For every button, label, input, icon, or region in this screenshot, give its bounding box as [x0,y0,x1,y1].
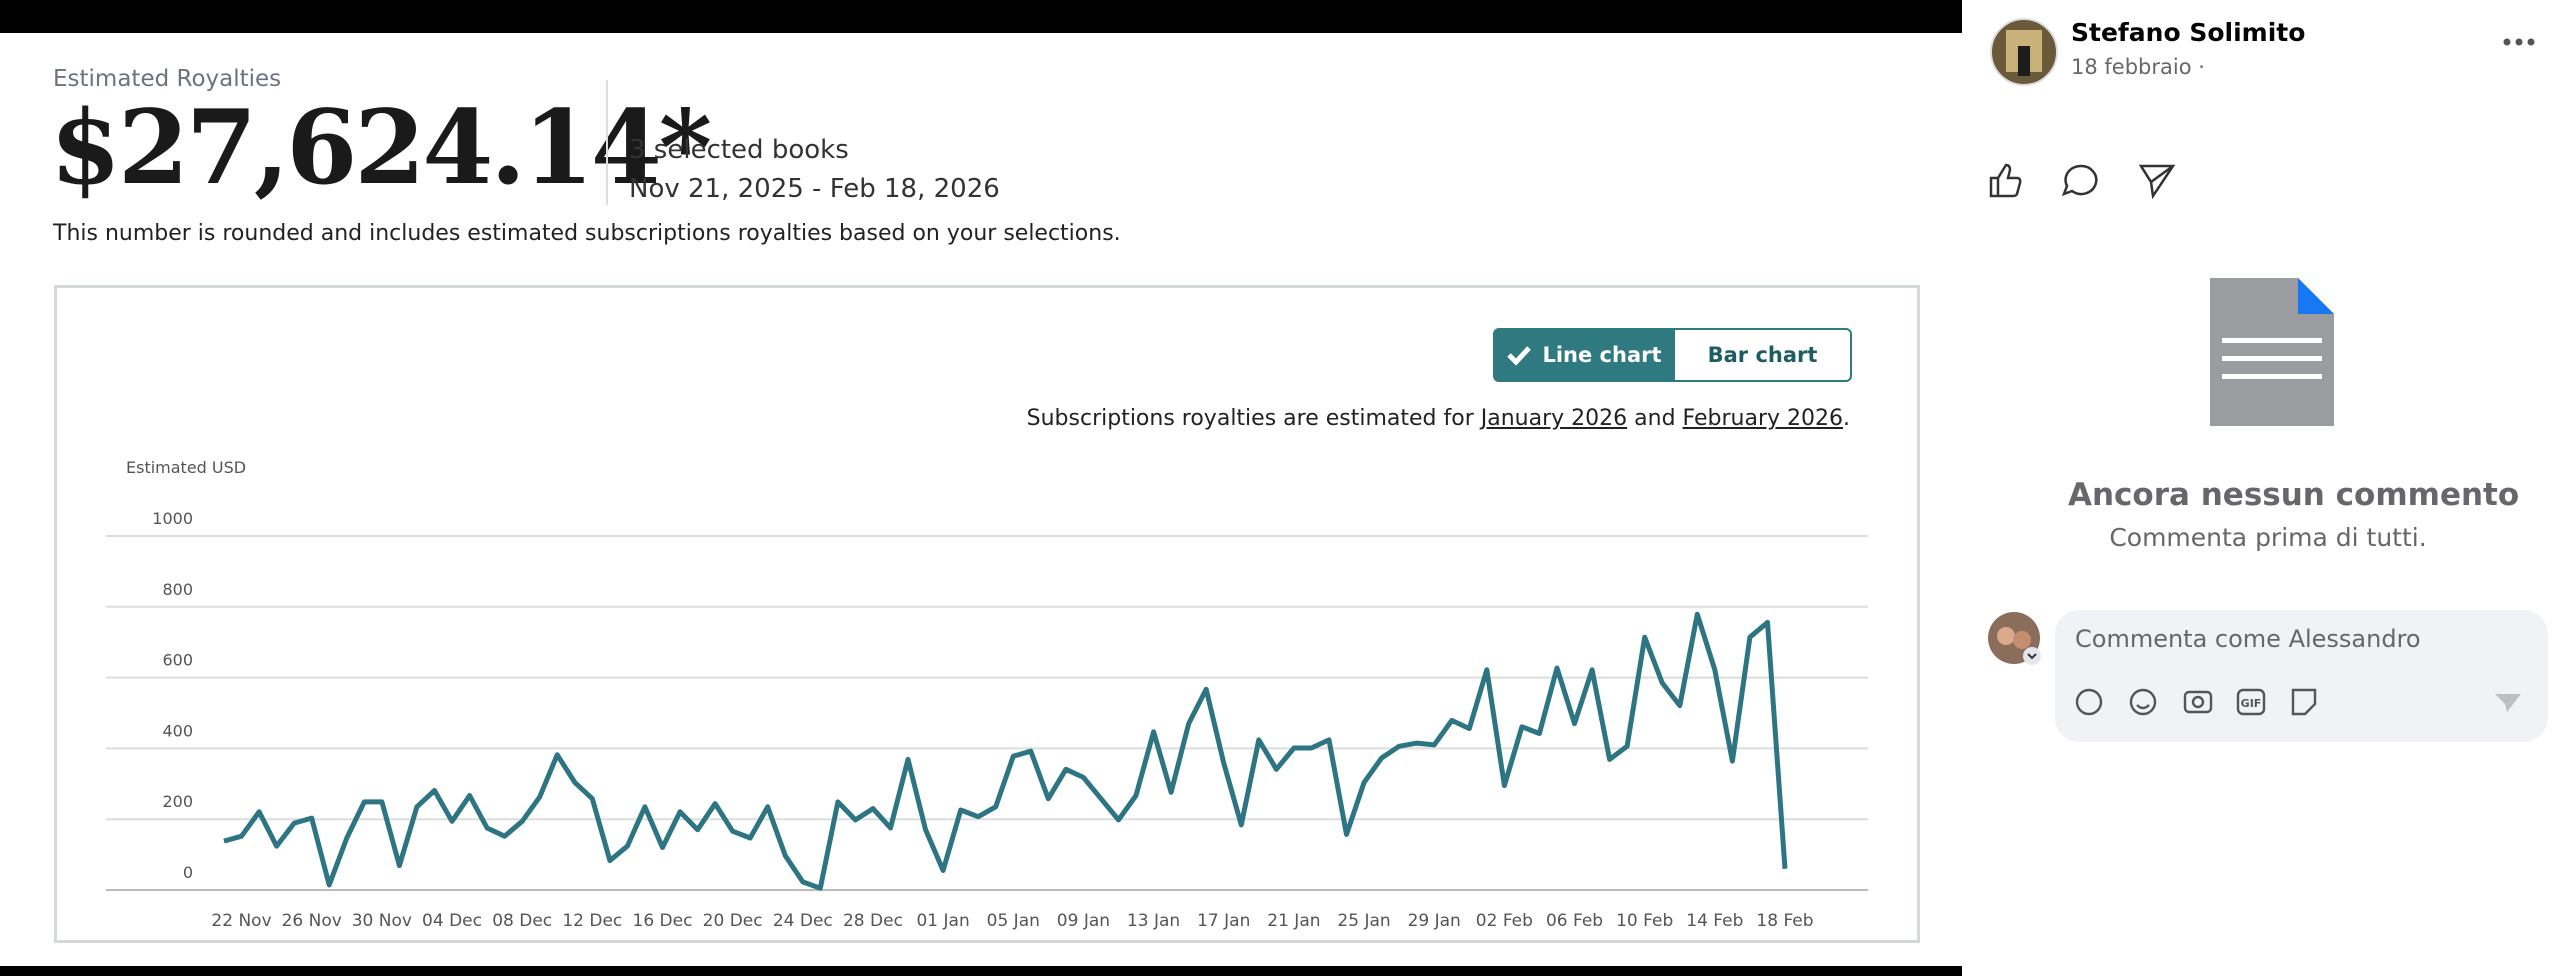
like-icon[interactable] [1989,163,2022,198]
comment-icon[interactable] [2061,164,2098,197]
data-line [223,611,1788,891]
date-range: Nov 21, 2025 - Feb 18, 2026 [629,174,1000,204]
note-text: and [1634,406,1676,431]
estimate-note: Subscriptions royalties are estimated fo… [1027,406,1850,431]
comment-box[interactable] [2055,610,2548,742]
x-tick-label: 04 Dec [422,911,482,931]
x-tick-label: 20 Dec [703,911,763,931]
royalties-label: Estimated Royalties [53,66,282,92]
x-tick-label: 17 Jan [1197,911,1250,931]
x-tick-label: 30 Nov [352,911,412,931]
y-axis-label: Estimated USD [126,458,246,477]
gif-label[interactable]: GIF [2241,697,2262,710]
x-tick-label: 01 Jan [916,911,969,931]
y-tick-label: 0 [183,863,193,882]
x-tick-label: 13 Jan [1127,911,1180,931]
user-avatar[interactable] [1988,612,2044,668]
x-tick-label: 24 Dec [773,911,833,931]
x-tick-label: 12 Dec [562,911,622,931]
x-tick-label: 28 Dec [843,911,903,931]
x-tick-label: 14 Feb [1686,911,1743,931]
post-date[interactable]: 18 febbraio · [2071,55,2205,79]
royalties-note: This number is rounded and includes esti… [53,221,1121,246]
toggle-label: Line chart [1542,343,1662,367]
bar-chart-toggle[interactable]: Bar chart [1673,328,1852,382]
royalties-amount: $27,624.14* [50,88,712,208]
bottom-bar [0,966,1962,976]
x-tick-label: 21 Jan [1267,911,1320,931]
y-tick-label: 1000 [152,509,193,528]
more-icon[interactable] [2502,36,2536,48]
check-icon [1507,346,1532,366]
x-tick-label: 10 Feb [1616,911,1673,931]
x-tick-label: 09 Jan [1057,911,1110,931]
x-tick-label: 02 Feb [1476,911,1533,931]
note-link[interactable]: January 2026 [1480,406,1628,431]
author-name[interactable]: Stefano Solimito [2071,18,2306,47]
books-count: 3 selected books [629,135,849,165]
empty-title: Ancora nessun commento [2068,477,2520,513]
top-bar [0,0,1962,33]
line-chart-toggle[interactable]: Line chart [1493,328,1675,382]
y-tick-label: 200 [162,792,193,811]
note-link[interactable]: February 2026 [1682,406,1843,431]
comment-placeholder[interactable]: Commenta come Alessandro [2075,625,2421,653]
toggle-label: Bar chart [1707,343,1818,367]
note-text: . [1843,406,1850,431]
x-tick-label: 05 Jan [987,911,1040,931]
x-tick-label: 25 Jan [1337,911,1390,931]
x-tick-label: 06 Feb [1546,911,1603,931]
chart-frame [54,285,1920,943]
x-tick-label: 08 Dec [492,911,552,931]
note-text: Subscriptions royalties are estimated fo… [1026,406,1474,431]
x-tick-label: 29 Jan [1408,911,1461,931]
y-tick-label: 400 [162,721,193,740]
author-avatar[interactable] [1988,16,2060,88]
x-tick-label: 16 Dec [633,911,693,931]
empty-subtitle: Commenta prima di tutti. [2109,523,2427,552]
action-icons [1989,163,2175,200]
comment-tools: GIF [2075,688,2521,716]
chart: Estimated USD 0 200 400 600 800 1000 22 Nov 26 … [54,285,1920,943]
divider [606,80,608,205]
y-tick-label: 600 [162,651,193,670]
x-tick-label: 22 Nov [211,911,271,931]
x-tick-label: 18 Feb [1756,911,1813,931]
share-icon[interactable] [2138,164,2175,200]
x-tick-label: 26 Nov [282,911,342,931]
document-icon [2210,278,2334,426]
y-tick-label: 800 [162,580,193,599]
